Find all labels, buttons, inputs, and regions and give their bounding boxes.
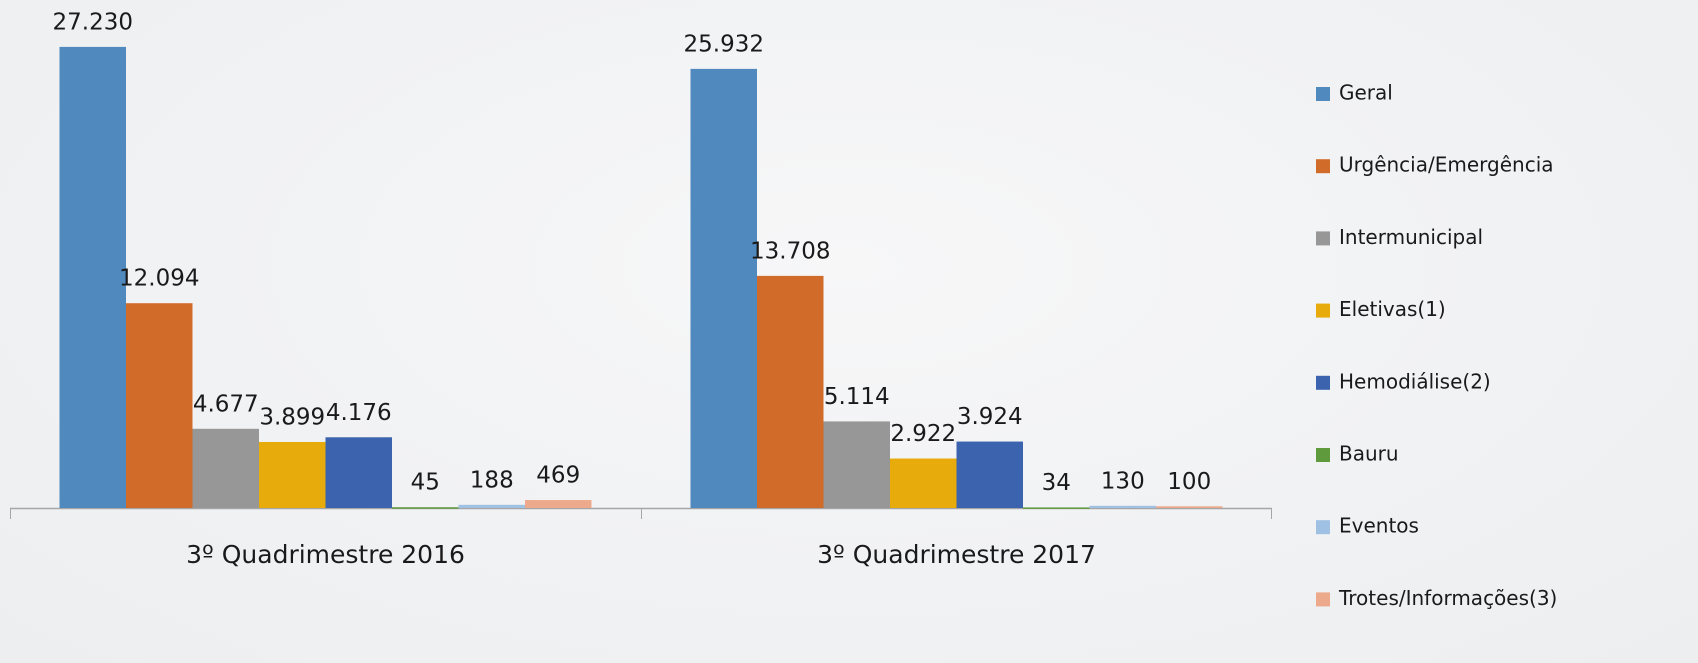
legend-label: Trotes/Informações(3) [1338, 586, 1557, 610]
legend-label: Intermunicipal [1339, 225, 1483, 249]
value-label: 469 [536, 463, 580, 489]
bar [690, 68, 757, 509]
value-label: 4.677 [193, 391, 259, 417]
value-label: 13.708 [750, 238, 830, 264]
bar [823, 421, 890, 508]
bar [1156, 506, 1223, 508]
legend-swatch [1316, 231, 1330, 246]
legend-label: Hemodiálise(2) [1339, 369, 1491, 393]
legend-swatch [1316, 87, 1330, 101]
legend-swatch [1316, 448, 1330, 462]
value-label: 130 [1101, 468, 1145, 494]
value-label: 188 [470, 467, 514, 493]
legend-label: Urgência/Emergência [1339, 153, 1554, 177]
bar [1023, 507, 1090, 509]
value-label: 5.114 [824, 384, 890, 410]
bar [956, 441, 1023, 508]
legend-label: Eventos [1339, 514, 1419, 538]
bar [126, 303, 193, 508]
legend-swatch [1316, 520, 1330, 535]
bar [1089, 505, 1156, 508]
value-label: 27.230 [53, 9, 133, 35]
value-label: 45 [411, 470, 440, 496]
legend-label: Eletivas(1) [1339, 297, 1446, 321]
x-tick-label: 3º Quadrimestre 2016 [186, 540, 465, 569]
legend-label: Geral [1339, 81, 1393, 105]
legend-swatch [1316, 303, 1330, 318]
bar [458, 504, 525, 508]
bar [890, 458, 957, 508]
value-label: 3.924 [957, 404, 1023, 430]
value-label: 12.094 [119, 266, 199, 292]
bar [192, 428, 259, 508]
value-label: 3.899 [259, 404, 325, 430]
bar [525, 500, 592, 508]
bar [757, 275, 824, 508]
value-label: 25.932 [684, 31, 764, 57]
legend-swatch [1316, 592, 1330, 607]
value-label: 100 [1167, 469, 1211, 495]
value-label: 34 [1042, 470, 1071, 496]
x-tick-label: 3º Quadrimestre 2017 [817, 540, 1096, 569]
bar [59, 46, 126, 508]
value-label: 4.176 [326, 400, 392, 426]
legend-swatch [1316, 375, 1330, 390]
legend-label: Bauru [1339, 442, 1399, 466]
value-label: 2.922 [890, 421, 956, 447]
bar [259, 441, 326, 508]
bar [392, 507, 459, 509]
legend-swatch [1316, 159, 1330, 174]
bar [325, 437, 392, 508]
